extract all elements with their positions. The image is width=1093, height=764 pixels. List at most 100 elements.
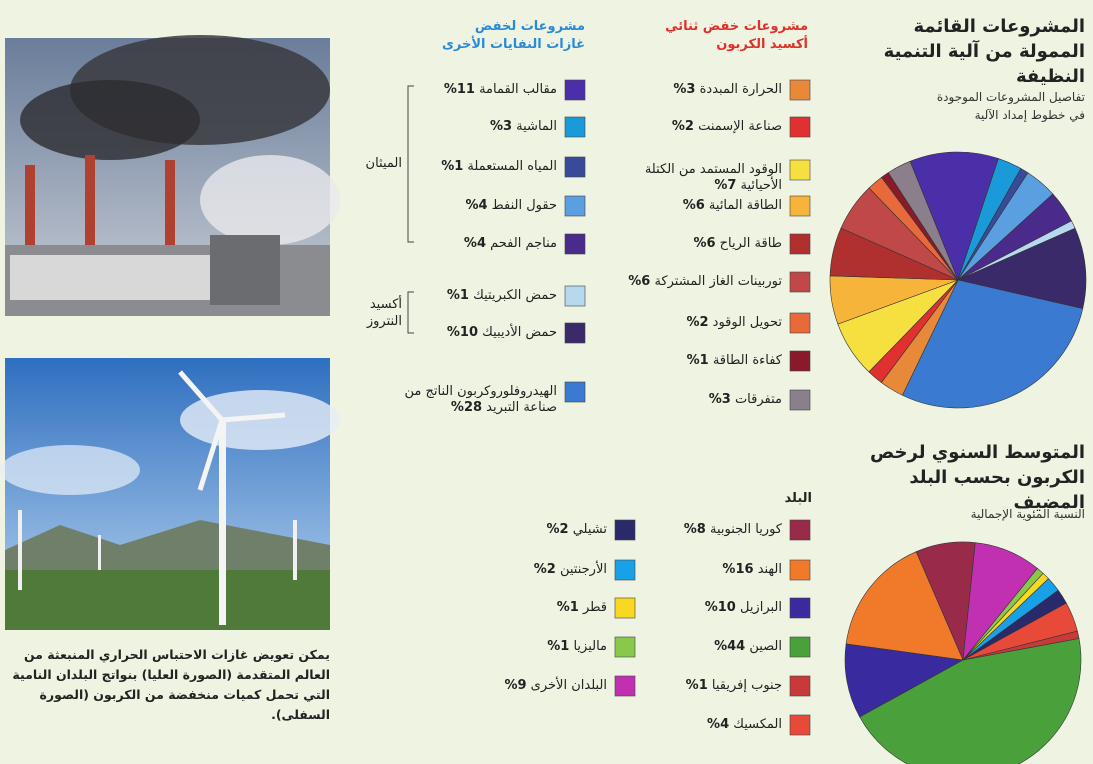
legend-label: قطر	[583, 600, 607, 615]
legend-entry: الماشية 3%	[387, 119, 557, 135]
legend-value: 10%	[705, 600, 736, 615]
chart-subtitle: النسبة المئوية الإجمالية	[885, 505, 1085, 523]
legend-value: 7%	[714, 178, 736, 193]
legend-swatch	[790, 160, 810, 180]
legend-value: 2%	[534, 562, 556, 577]
legend-swatch	[790, 351, 810, 371]
legend-swatch	[790, 560, 810, 580]
legend-entry: توربينات الغاز المشتركة 6%	[617, 274, 782, 290]
legend-label: كوريا الجنوبية	[710, 522, 782, 537]
legend-entry: تشيلي 2%	[457, 522, 607, 538]
legend-label: البلدان الأخرى	[531, 678, 607, 693]
legend-value: 6%	[628, 274, 650, 289]
legend-entry: حمض الأديبيك 10%	[387, 325, 557, 341]
legend-swatch	[790, 390, 810, 410]
legend-label: الطاقة المائية	[709, 198, 782, 213]
legend-swatch	[565, 117, 585, 137]
legend-entry: ماليزيا 1%	[457, 639, 607, 655]
legend-label: الحرارة المبددة	[700, 82, 782, 97]
legend-label: الهند	[758, 562, 782, 577]
legend-entry: متفرقات 3%	[617, 392, 782, 408]
legend-value: 2%	[547, 522, 569, 537]
legend-swatch	[565, 323, 585, 343]
legend-label: متفرقات	[735, 392, 782, 407]
legend-entry: الأرجنتين 2%	[457, 562, 607, 578]
legend-value: 3%	[709, 392, 731, 407]
legend-label: الصين	[749, 639, 782, 654]
legend-value: 1%	[441, 159, 463, 174]
legend-label: حقول النفط	[492, 198, 557, 213]
page: المشروعات القائمة الممولة من آلية التنمي…	[0, 0, 1093, 764]
legend-label: تحويل الوقود	[713, 315, 782, 330]
legend-value: 1%	[547, 639, 569, 654]
legend-value: 8%	[684, 522, 706, 537]
legend-swatch	[790, 598, 810, 618]
legend-label: كفاءة الطاقة	[713, 353, 782, 368]
legend-swatch	[790, 196, 810, 216]
legend-swatch	[790, 676, 810, 696]
legend-entry: كفاءة الطاقة 1%	[617, 353, 782, 369]
legend-label: حمض الأديبيك	[482, 325, 557, 340]
caption: يمكن تعويض غازات الاحتباس الحراري المنبع…	[5, 645, 330, 725]
legend-value: 6%	[693, 236, 715, 251]
legend-swatch	[565, 382, 585, 402]
legend-value: 11%	[444, 82, 475, 97]
legend-entry: جنوب إفريقيا 1%	[632, 678, 782, 694]
chart-subtitle: تفاصيل المشروعات الموجودة في خطوط إمداد …	[935, 88, 1085, 124]
legend-swatch	[565, 286, 585, 306]
legend-entry: طاقة الرياح 6%	[617, 236, 782, 252]
legend-label: المكسيك	[733, 717, 782, 732]
legend-entry: صناعة الإسمنت 2%	[617, 119, 782, 135]
legend-entry: الوقود المستمد من الكتلة الأحيائية 7%	[617, 162, 782, 194]
group-title: مشروعات خفض ثنائي أكسيد الكربون	[658, 18, 808, 54]
legend-entry: البرازيل 10%	[632, 600, 782, 616]
legend-label: حمض الكبريتيك	[473, 288, 557, 303]
legend-value: 44%	[714, 639, 745, 654]
legend-entry: كوريا الجنوبية 8%	[632, 522, 782, 538]
legend-value: 1%	[447, 288, 469, 303]
legend-entry: الهند 16%	[632, 562, 782, 578]
legend-swatch	[790, 80, 810, 100]
legend-swatch	[565, 80, 585, 100]
legend-value: 1%	[687, 353, 709, 368]
legend-value: 4%	[707, 717, 729, 732]
legend-entry: مقالب القمامة 11%	[387, 82, 557, 98]
legend-label: صناعة الإسمنت	[698, 119, 782, 134]
legend-swatch	[790, 117, 810, 137]
chart-title: المشروعات القائمة الممولة من آلية التنمي…	[845, 14, 1085, 89]
legend-label: مقالب القمامة	[479, 82, 557, 97]
legend-value: 28%	[451, 400, 482, 415]
legend-value: 2%	[686, 315, 708, 330]
legend-value: 2%	[672, 119, 694, 134]
factory-photo	[5, 35, 340, 316]
legend-label: توربينات الغاز المشتركة	[654, 274, 782, 289]
legend-swatch	[790, 637, 810, 657]
legend-label: الأرجنتين	[560, 562, 607, 577]
legend-label: ماليزيا	[573, 639, 607, 654]
legend-value: 1%	[557, 600, 579, 615]
legend-value: 6%	[683, 198, 705, 213]
legend-value: 3%	[490, 119, 512, 134]
chart-title: المتوسط السنوي لرخص الكربون بحسب البلد ا…	[835, 440, 1085, 515]
legend-swatch	[790, 313, 810, 333]
legend-swatch	[565, 234, 585, 254]
legend-entry: البلدان الأخرى 9%	[457, 678, 607, 694]
legend-label: المياه المستعملة	[467, 159, 557, 174]
legend-entry: المياه المستعملة 1%	[387, 159, 557, 175]
legend-entry: الصين 44%	[632, 639, 782, 655]
legend-label: تشيلي	[573, 522, 607, 537]
legend-entry: قطر 1%	[457, 600, 607, 616]
wind-photo	[0, 358, 340, 630]
legend-label: الماشية	[516, 119, 557, 134]
legend-swatch	[790, 272, 810, 292]
legend-entry: المكسيك 4%	[632, 717, 782, 733]
legend-swatch	[790, 234, 810, 254]
legend-value: 1%	[686, 678, 708, 693]
legend-value: 4%	[465, 198, 487, 213]
legend-title: البلد	[752, 490, 812, 508]
legend-label: البرازيل	[740, 600, 782, 615]
legend-value: 4%	[464, 236, 486, 251]
legend-entry: حمض الكبريتيك 1%	[387, 288, 557, 304]
legend-entry: مناجم الفحم 4%	[387, 236, 557, 252]
legend-entry: تحويل الوقود 2%	[617, 315, 782, 331]
